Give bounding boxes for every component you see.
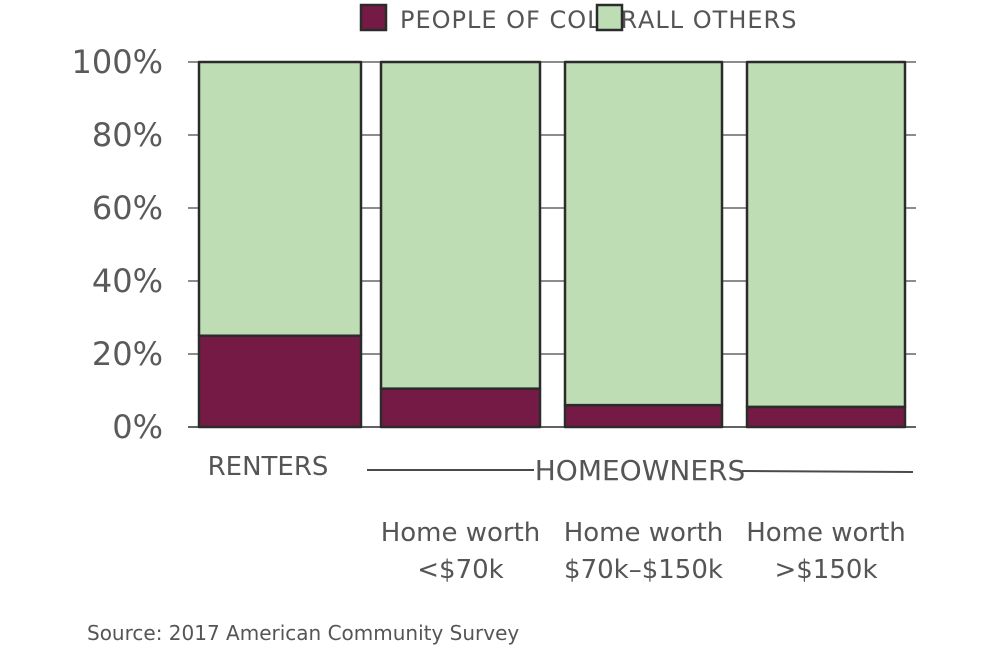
homeowners-label: HOMEOWNERS (535, 454, 746, 487)
y-tick-label: 100% (72, 43, 163, 81)
x-category-label: Home worth (381, 518, 541, 548)
bar-all-others-0 (197, 60, 363, 337)
x-category-label: RENTERS (208, 452, 329, 482)
y-axis-tick-labels: 0% 20% 40% 60% 80% 100% (72, 43, 163, 446)
plot-area (188, 60, 916, 429)
bar-all-others-2 (563, 60, 724, 407)
homeowners-bracket-right (741, 470, 914, 473)
y-tick-label: 60% (92, 189, 163, 227)
bar-people-of-color-0 (197, 334, 363, 429)
x-category-label: Home worth (564, 518, 724, 548)
bar-people-of-color-3 (745, 405, 907, 429)
legend: PEOPLE OF COLOR ALL OTHERS (359, 3, 797, 34)
homeowners-group-label: HOMEOWNERS (367, 454, 914, 487)
bar-people-of-color-1 (379, 387, 542, 429)
legend-swatch-people-of-color (359, 3, 388, 32)
legend-swatch-all-others (595, 3, 624, 32)
bar-all-others-1 (379, 60, 542, 390)
bar-all-others-3 (745, 60, 907, 409)
legend-label-all-others: ALL OTHERS (638, 6, 797, 34)
y-tick-label: 20% (92, 335, 163, 373)
x-category-label: >$150k (774, 555, 877, 585)
x-axis-category-labels: RENTERS Home worth <$70k Home worth $70k–$15… (208, 452, 906, 585)
y-tick-label: 40% (92, 262, 163, 300)
x-category-label: $70k–$150k (564, 555, 723, 585)
source-note: Source: 2017 American Community Survey (87, 621, 519, 645)
bar-people-of-color-2 (563, 403, 724, 429)
y-tick-label: 80% (92, 116, 163, 154)
x-category-label: Home worth (746, 518, 906, 548)
x-category-label: <$70k (417, 555, 503, 585)
y-tick-label: 0% (112, 408, 163, 446)
